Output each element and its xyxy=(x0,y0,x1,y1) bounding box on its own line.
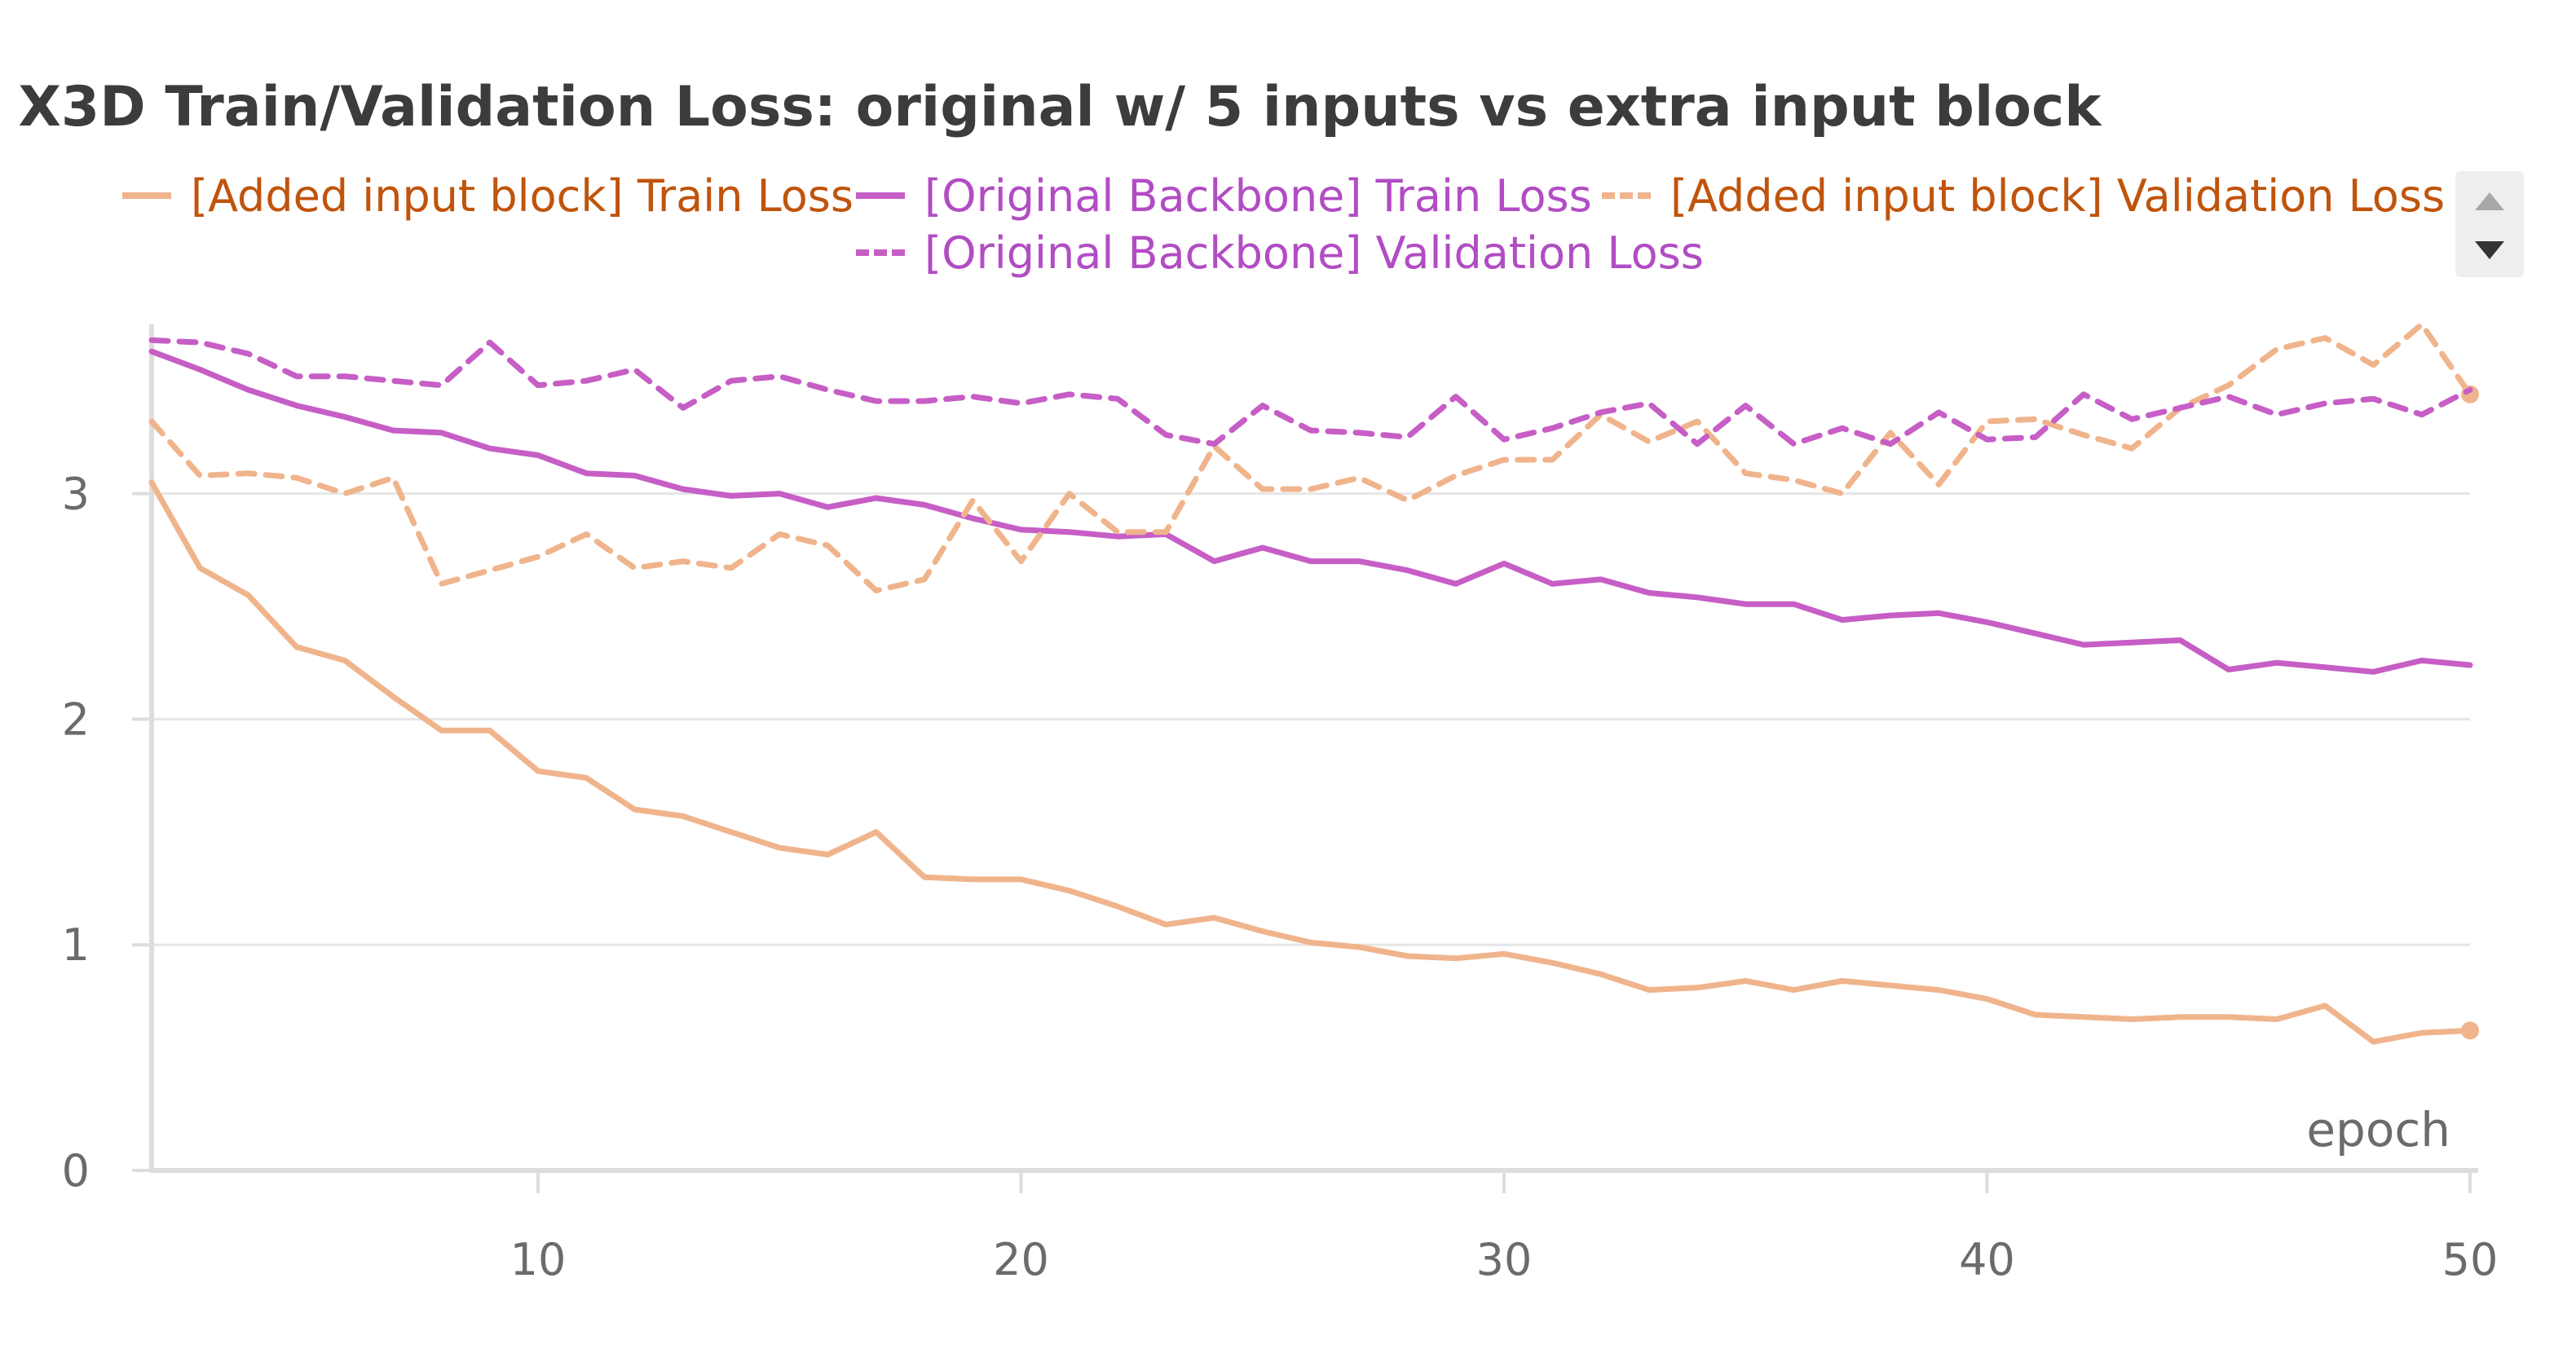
series-lines xyxy=(148,321,2479,1045)
legend-swatch-original-train xyxy=(856,192,905,199)
chart-title: X3D Train/Validation Loss: original w/ 5… xyxy=(18,75,2102,139)
series-end-point-0 xyxy=(2461,1021,2479,1040)
scroll-down-icon[interactable] xyxy=(2475,241,2504,259)
legend-item-added-train[interactable]: [Added input block] Train Loss xyxy=(122,167,854,224)
y-tick-label: 2 xyxy=(62,694,90,745)
legend-label-original-train: [Original Backbone] Train Loss xyxy=(924,170,1592,222)
legend-swatch-added-validation xyxy=(1602,192,1651,199)
legend-item-added-validation[interactable]: [Added input block] Validation Loss xyxy=(1602,167,2445,224)
legend-swatch-added-train xyxy=(122,192,171,199)
x-axis-title: epoch xyxy=(2306,1102,2450,1157)
scroll-up-icon[interactable] xyxy=(2475,192,2504,210)
legend-item-original-validation[interactable]: [Original Backbone] Validation Loss xyxy=(856,224,1704,281)
series-line-3 xyxy=(148,337,2473,447)
x-tick-label: 40 xyxy=(1959,1234,2015,1285)
x-tick-label: 30 xyxy=(1476,1234,1533,1285)
legend-scroll-control[interactable] xyxy=(2455,171,2524,277)
y-tick-label: 0 xyxy=(62,1145,90,1197)
x-tick-label: 50 xyxy=(2442,1234,2499,1285)
y-tick-label: 3 xyxy=(62,469,90,520)
legend-label-original-validation: [Original Backbone] Validation Loss xyxy=(924,227,1704,279)
series-line-0 xyxy=(148,479,2473,1045)
x-tick-label: 10 xyxy=(510,1234,567,1285)
tick-labels: 0 1 2 3 10 20 30 40 50 epoch xyxy=(62,469,2499,1285)
y-tick-label: 1 xyxy=(62,919,90,971)
axes xyxy=(132,324,2478,1193)
x-tick-label: 20 xyxy=(993,1234,1049,1285)
legend-label-added-train: [Added input block] Train Loss xyxy=(191,170,854,222)
legend-swatch-original-validation xyxy=(856,249,905,256)
series-line-1 xyxy=(148,348,2473,675)
legend-item-original-train[interactable]: [Original Backbone] Train Loss xyxy=(856,167,1592,224)
series-line-2 xyxy=(148,321,2473,594)
legend-label-added-validation: [Added input block] Validation Loss xyxy=(1670,170,2446,222)
